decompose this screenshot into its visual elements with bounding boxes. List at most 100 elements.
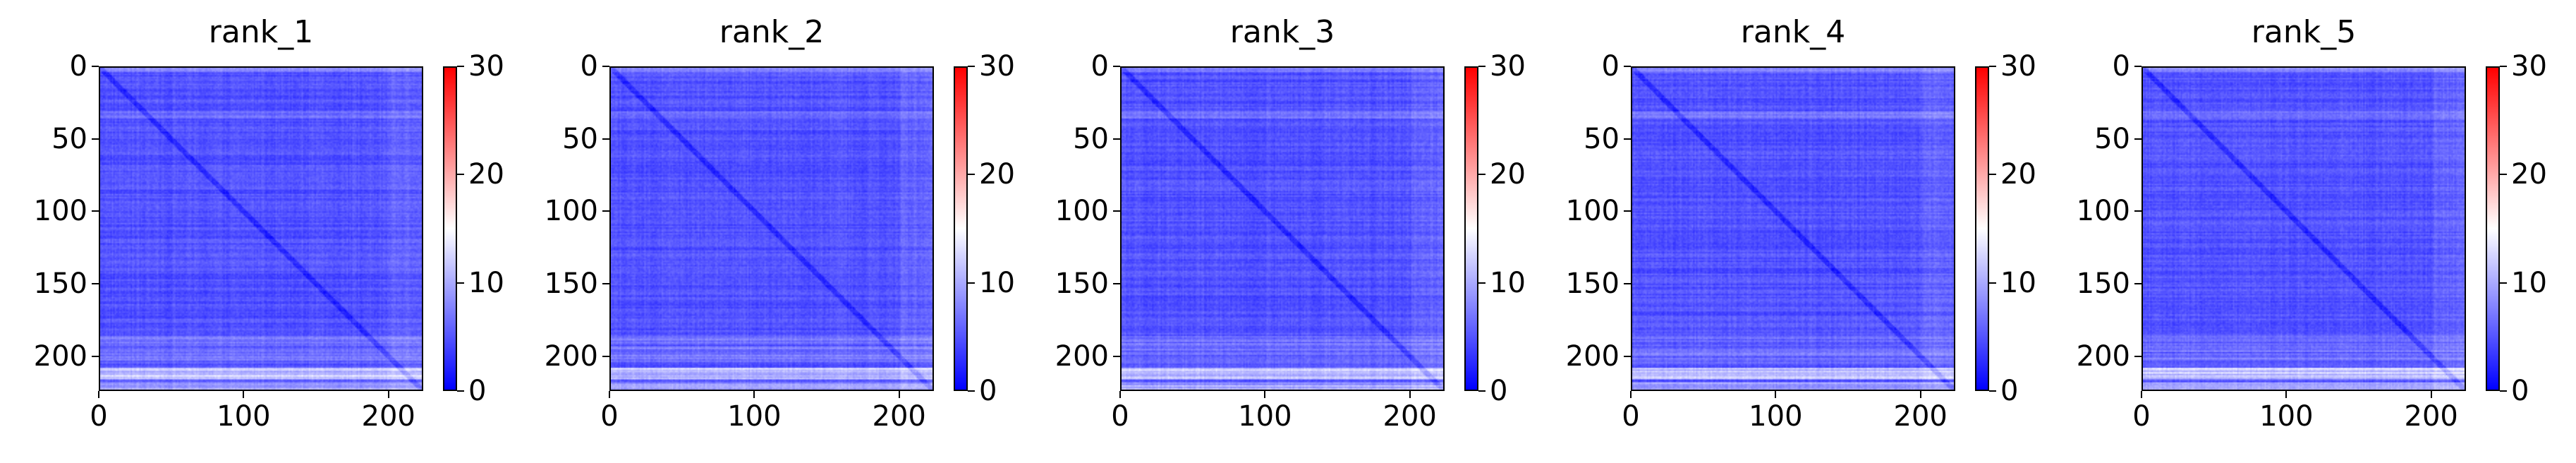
heatmap-matrix [1631, 66, 1955, 391]
colorbar [1464, 66, 1478, 391]
colorbar-tick-mark [457, 174, 464, 176]
x-tick-mark [1119, 391, 1121, 398]
x-tick-label: 100 [1238, 400, 1292, 433]
colorbar-tick-mark [457, 66, 464, 67]
panel-title: rank_4 [1740, 14, 1846, 50]
y-tick-label: 200 [1565, 339, 1620, 373]
y-tick-mark [2134, 138, 2141, 140]
panel-title: rank_1 [208, 14, 314, 50]
heatmap-matrix [2141, 66, 2466, 391]
heatmap-matrix [1120, 66, 1445, 391]
x-tick-label: 100 [1749, 400, 1803, 433]
colorbar-tick-label: 30 [468, 50, 504, 83]
y-tick-label: 50 [2094, 122, 2130, 155]
colorbar-tick-mark [2500, 282, 2507, 284]
y-tick-label: 0 [1090, 50, 1109, 83]
y-tick-label: 0 [69, 50, 87, 83]
colorbar-tick-label: 10 [2511, 266, 2547, 299]
colorbar-tick-mark [2500, 66, 2507, 67]
colorbar-tick-mark [968, 66, 975, 67]
y-tick-mark [1624, 210, 1631, 212]
colorbar [443, 66, 457, 391]
y-tick-mark [92, 355, 99, 357]
y-tick-label: 150 [2076, 267, 2130, 301]
x-tick-label: 100 [217, 400, 271, 433]
x-tick-mark [1264, 391, 1266, 398]
y-tick-label: 100 [1565, 195, 1620, 228]
x-tick-label: 0 [1622, 400, 1640, 433]
x-tick-label: 200 [361, 400, 415, 433]
y-tick-label: 100 [1055, 195, 1109, 228]
y-tick-mark [1113, 210, 1120, 212]
y-tick-mark [92, 210, 99, 212]
colorbar-tick-label: 0 [2000, 375, 2019, 407]
y-tick-label: 200 [2076, 339, 2130, 373]
colorbar-tick-label: 10 [2000, 266, 2036, 299]
y-tick-label: 100 [33, 195, 87, 228]
colorbar-tick-label: 10 [468, 266, 504, 299]
x-tick-mark [1919, 391, 1921, 398]
y-tick-label: 150 [544, 267, 598, 301]
y-tick-label: 0 [580, 50, 598, 83]
colorbar-tick-mark [457, 390, 464, 392]
colorbar-tick-label: 20 [468, 158, 504, 191]
x-tick-label: 0 [2132, 400, 2151, 433]
colorbar-tick-mark [1478, 282, 1486, 284]
y-tick-mark [92, 66, 99, 67]
y-tick-label: 150 [1055, 267, 1109, 301]
colorbar-tick-mark [968, 174, 975, 176]
colorbar [2486, 66, 2500, 391]
y-tick-mark [1113, 283, 1120, 285]
x-tick-label: 200 [872, 400, 926, 433]
x-tick-label: 100 [727, 400, 782, 433]
y-tick-mark [1113, 66, 1120, 67]
x-tick-label: 0 [1111, 400, 1129, 433]
y-tick-label: 150 [1565, 267, 1620, 301]
y-tick-mark [602, 355, 609, 357]
x-tick-mark [898, 391, 900, 398]
y-tick-mark [602, 283, 609, 285]
heatmap-matrix [99, 66, 423, 391]
y-tick-label: 0 [1601, 50, 1620, 83]
colorbar [1975, 66, 1989, 391]
colorbar-tick-label: 0 [468, 375, 487, 407]
colorbar-tick-label: 30 [979, 50, 1015, 83]
x-tick-label: 0 [90, 400, 108, 433]
y-tick-mark [2134, 210, 2141, 212]
colorbar-tick-label: 30 [2511, 50, 2547, 83]
y-tick-label: 200 [33, 339, 87, 373]
y-tick-label: 100 [544, 195, 598, 228]
colorbar-tick-mark [2500, 390, 2507, 392]
x-tick-mark [609, 391, 610, 398]
colorbar-tick-label: 20 [2511, 158, 2547, 191]
y-tick-label: 150 [33, 267, 87, 301]
colorbar-tick-label: 0 [2511, 375, 2529, 407]
x-tick-mark [243, 391, 245, 398]
y-tick-label: 50 [1073, 122, 1109, 155]
x-tick-mark [387, 391, 389, 398]
colorbar-tick-mark [1478, 390, 1486, 392]
y-tick-mark [1113, 355, 1120, 357]
y-tick-mark [2134, 283, 2141, 285]
x-tick-mark [98, 391, 99, 398]
y-tick-label: 100 [2076, 195, 2130, 228]
y-tick-label: 0 [2112, 50, 2130, 83]
colorbar-tick-mark [1989, 174, 1996, 176]
colorbar-tick-label: 0 [979, 375, 997, 407]
y-tick-mark [1624, 355, 1631, 357]
x-tick-label: 200 [1893, 400, 1948, 433]
x-tick-mark [2430, 391, 2432, 398]
colorbar-tick-mark [1989, 282, 1996, 284]
x-tick-label: 200 [1383, 400, 1437, 433]
y-tick-mark [92, 283, 99, 285]
y-tick-mark [1624, 138, 1631, 140]
heatmap-matrix [609, 66, 934, 391]
y-tick-mark [1624, 66, 1631, 67]
colorbar-tick-mark [1478, 174, 1486, 176]
colorbar-tick-mark [2500, 174, 2507, 176]
